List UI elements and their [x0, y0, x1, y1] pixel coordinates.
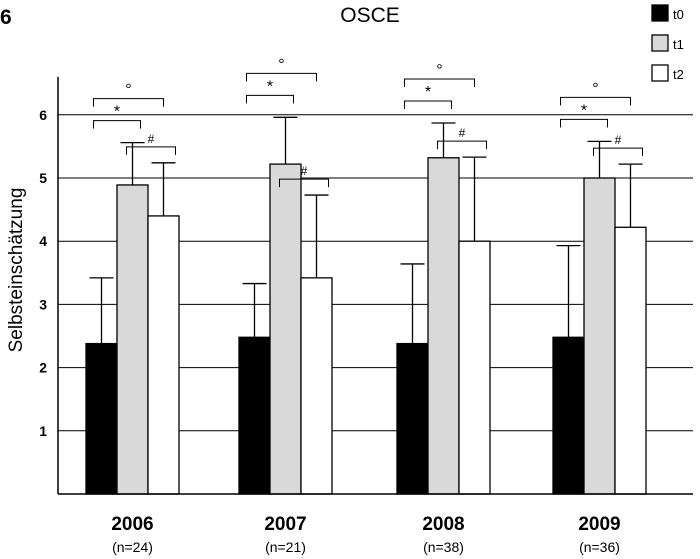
y-tick-6: 6: [39, 107, 47, 123]
bar-2008-t1: [427, 157, 460, 495]
sig-bracket-2007-t0-t2-label: °: [278, 56, 284, 73]
bar-2007-t1: [269, 163, 302, 495]
sig-bracket-2008-t0-t2: [404, 78, 475, 88]
sig-bracket-2009-t0-t1: [560, 118, 608, 128]
x-tick-2007: 2007: [264, 514, 306, 535]
legend: t0 t1 t2: [651, 4, 684, 82]
bar-2009-t0: [552, 336, 585, 495]
y-tick-1: 1: [39, 423, 47, 439]
sig-bracket-2006-t1-t2: [126, 146, 176, 155]
bar-2008-t2: [458, 240, 491, 495]
bar-2006-t2: [147, 215, 180, 495]
sig-bracket-2009-t0-t2: [560, 96, 631, 106]
y-tick-5: 5: [39, 170, 47, 186]
sig-bracket-2006-t0-t2-label: °: [125, 82, 131, 99]
x-tick-2009: 2009: [578, 514, 620, 535]
sig-bracket-2006-t0-t2: [93, 98, 164, 107]
bars: [85, 116, 647, 495]
sig-bracket-2008-t0-t1: [404, 100, 452, 110]
y-tick-3: 3: [39, 296, 47, 312]
sig-bracket-2008-t1-t2: [437, 140, 487, 150]
n-label-2008: (n=38): [423, 539, 464, 555]
sig-bracket-2009-t0-t1-label: *: [581, 102, 587, 119]
axes: [57, 76, 693, 495]
panel-label: 6: [0, 6, 12, 29]
x-tick-2006: 2006: [111, 514, 153, 535]
sig-bracket-2009-t1-t2-label: #: [615, 133, 622, 147]
legend-label-t0: t0: [673, 7, 684, 22]
legend-label-t2: t2: [673, 67, 684, 82]
significance-brackets: * # ° * # ° * # ° * # °: [93, 56, 643, 188]
bar-2007-t2: [300, 277, 333, 495]
sig-bracket-2007-t1-t2-label: #: [301, 164, 308, 178]
y-tick-2: 2: [39, 360, 47, 376]
sig-bracket-2007-t0-t1-label: *: [267, 78, 273, 95]
sig-bracket-2009-t0-t2-label: °: [592, 80, 598, 97]
sig-bracket-2008-t0-t1-label: *: [425, 84, 431, 101]
sig-bracket-2008-t1-t2-label: #: [459, 126, 466, 140]
sig-bracket-2007-t0-t2: [246, 72, 317, 82]
bar-2009-t1: [583, 177, 616, 495]
legend-swatch-t2: [651, 64, 669, 82]
n-label-2009: (n=36): [579, 539, 620, 555]
n-label-2007: (n=21): [265, 539, 306, 555]
legend-swatch-t0: [651, 4, 669, 22]
bar-2009-t2: [614, 226, 647, 495]
y-axis-label: Selbsteinschätzung: [6, 188, 27, 353]
y-tick-4: 4: [39, 233, 47, 249]
bar-2006-t0: [85, 342, 118, 495]
chart-title: OSCE: [340, 4, 400, 27]
x-tick-2008: 2008: [422, 514, 464, 535]
x-axis-labels: 2006 (n=24) 2007 (n=21) 2008 (n=38) 2009 (n=36): [111, 514, 620, 555]
sig-bracket-2007-t0-t1: [246, 94, 294, 104]
sig-bracket-2006-t0-t1-label: *: [114, 104, 120, 121]
sig-bracket-2007-t1-t2: [279, 178, 329, 188]
bar-2008-t0: [396, 342, 429, 495]
bar-2007-t0: [238, 336, 271, 495]
sig-bracket-2009-t1-t2: [593, 147, 643, 157]
legend-label-t1: t1: [673, 37, 684, 52]
sig-bracket-2006-t1-t2-label: #: [148, 132, 155, 146]
sig-bracket-2006-t0-t1: [93, 120, 141, 129]
bar-2006-t1: [116, 184, 149, 495]
n-label-2006: (n=24): [112, 539, 153, 555]
sig-bracket-2008-t0-t2-label: °: [436, 62, 442, 79]
legend-swatch-t1: [651, 34, 669, 52]
